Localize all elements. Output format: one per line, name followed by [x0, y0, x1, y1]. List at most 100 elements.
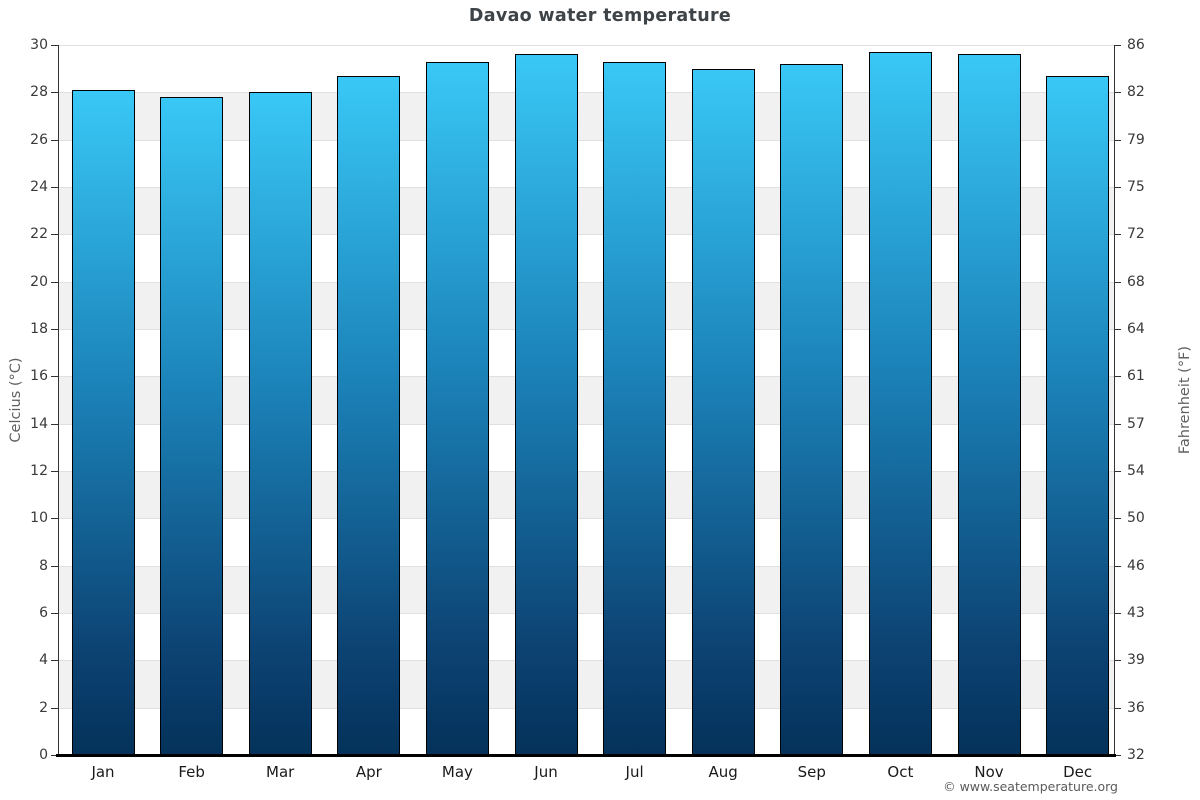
- fahrenheit-tick-label-46: 46: [1127, 557, 1145, 574]
- month-label-apr: Apr: [355, 763, 382, 781]
- background-band: [58, 376, 1114, 424]
- background-band: [58, 187, 1114, 235]
- fahrenheit-tick-mark: [1114, 565, 1121, 567]
- bar-jul[interactable]: [603, 61, 667, 755]
- fahrenheit-tick-label-79: 79: [1127, 131, 1145, 148]
- fahrenheit-tick-label-61: 61: [1127, 368, 1145, 385]
- fahrenheit-tick-mark: [1114, 234, 1121, 236]
- celsius-tick-mark: [51, 613, 58, 614]
- chart-title: Davao water temperature: [468, 6, 732, 26]
- fahrenheit-tick-mark: [1114, 660, 1121, 662]
- month-label-jan: Jan: [91, 763, 115, 781]
- fahrenheit-tick-mark: [1114, 329, 1121, 330]
- gridline: [58, 707, 1114, 709]
- fahrenheit-axis-title: Fahrenheit (°F): [1177, 345, 1193, 455]
- bar-dec[interactable]: [1046, 75, 1110, 755]
- month-label-oct: Oct: [887, 763, 914, 781]
- gridline: [58, 423, 1114, 425]
- bar-jun[interactable]: [514, 54, 578, 755]
- celsius-tick-mark: [51, 329, 58, 330]
- month-label-nov: Nov: [974, 763, 1004, 781]
- celsius-axis-title: Celcius (°C): [8, 357, 24, 443]
- bar-nov[interactable]: [957, 54, 1021, 755]
- bar-apr[interactable]: [337, 75, 401, 755]
- celsius-tick-label-8: 8: [39, 557, 48, 574]
- fahrenheit-tick-label-54: 54: [1127, 463, 1145, 479]
- gridline: [58, 376, 1114, 378]
- celsius-tick-mark: [51, 45, 58, 46]
- gridline: [58, 471, 1114, 472]
- background-band: [58, 565, 1114, 613]
- celsius-tick-label-28: 28: [30, 84, 48, 101]
- gridline: [58, 613, 1114, 614]
- celsius-tick-mark: [51, 755, 58, 756]
- celsius-tick-label-12: 12: [30, 463, 48, 479]
- fahrenheit-tick-mark: [1114, 281, 1121, 283]
- fahrenheit-tick-mark: [1114, 755, 1121, 756]
- month-label-dec: Dec: [1063, 763, 1093, 781]
- celsius-tick-label-22: 22: [30, 226, 48, 243]
- x-axis-line: [56, 753, 1116, 757]
- celsius-tick-mark: [51, 423, 58, 425]
- bar-jan[interactable]: [71, 89, 135, 755]
- bar-oct[interactable]: [868, 52, 932, 755]
- celsius-tick-label-10: 10: [30, 510, 48, 527]
- celsius-tick-mark: [51, 139, 58, 141]
- gridline: [58, 45, 1114, 46]
- fahrenheit-tick-label-43: 43: [1127, 605, 1145, 621]
- fahrenheit-tick-label-86: 86: [1127, 37, 1145, 53]
- month-label-feb: Feb: [178, 763, 205, 781]
- bar-feb[interactable]: [160, 97, 224, 755]
- celsius-tick-mark: [51, 518, 58, 520]
- background-band: [58, 92, 1114, 140]
- fahrenheit-tick-mark: [1114, 45, 1121, 46]
- fahrenheit-tick-mark: [1114, 613, 1121, 614]
- celsius-tick-mark: [51, 187, 58, 188]
- fahrenheit-tick-mark: [1114, 139, 1121, 141]
- bar-sep[interactable]: [780, 63, 844, 755]
- celsius-tick-label-30: 30: [30, 37, 48, 53]
- celsius-tick-label-0: 0: [39, 747, 48, 763]
- gridline: [58, 281, 1114, 283]
- celsius-tick-mark: [51, 281, 58, 283]
- gridline: [58, 660, 1114, 662]
- y-axis-right-line: [1114, 45, 1115, 755]
- gridline: [58, 92, 1114, 94]
- gridline: [58, 139, 1114, 141]
- celsius-tick-label-16: 16: [30, 368, 48, 385]
- celsius-tick-mark: [51, 92, 58, 94]
- fahrenheit-tick-mark: [1114, 518, 1121, 520]
- gridline: [58, 518, 1114, 520]
- celsius-tick-mark: [51, 660, 58, 662]
- celsius-tick-mark: [51, 471, 58, 472]
- bar-may[interactable]: [425, 61, 489, 755]
- gridline: [58, 234, 1114, 236]
- celsius-tick-mark: [51, 565, 58, 567]
- month-label-may: May: [441, 763, 473, 781]
- gridline: [58, 329, 1114, 330]
- celsius-tick-label-2: 2: [39, 699, 48, 716]
- month-label-sep: Sep: [797, 763, 826, 781]
- celsius-tick-label-20: 20: [30, 273, 48, 290]
- fahrenheit-tick-label-57: 57: [1127, 415, 1145, 432]
- fahrenheit-tick-label-64: 64: [1127, 321, 1145, 337]
- bar-mar[interactable]: [248, 92, 312, 755]
- fahrenheit-tick-mark: [1114, 376, 1121, 378]
- fahrenheit-tick-label-82: 82: [1127, 84, 1145, 101]
- background-band: [58, 281, 1114, 329]
- celsius-tick-label-4: 4: [39, 652, 48, 669]
- fahrenheit-tick-label-75: 75: [1127, 179, 1145, 195]
- fahrenheit-tick-label-39: 39: [1127, 652, 1145, 669]
- celsius-tick-label-24: 24: [30, 179, 48, 195]
- fahrenheit-tick-mark: [1114, 707, 1121, 709]
- celsius-tick-mark: [51, 376, 58, 378]
- month-label-aug: Aug: [708, 763, 738, 781]
- watermark-link[interactable]: © www.seatemperature.org: [943, 779, 1118, 794]
- fahrenheit-tick-label-72: 72: [1127, 226, 1145, 243]
- fahrenheit-tick-mark: [1114, 471, 1121, 472]
- fahrenheit-tick-label-36: 36: [1127, 699, 1145, 716]
- bar-aug[interactable]: [691, 68, 755, 755]
- gridline: [58, 187, 1114, 188]
- celsius-tick-label-14: 14: [30, 415, 48, 432]
